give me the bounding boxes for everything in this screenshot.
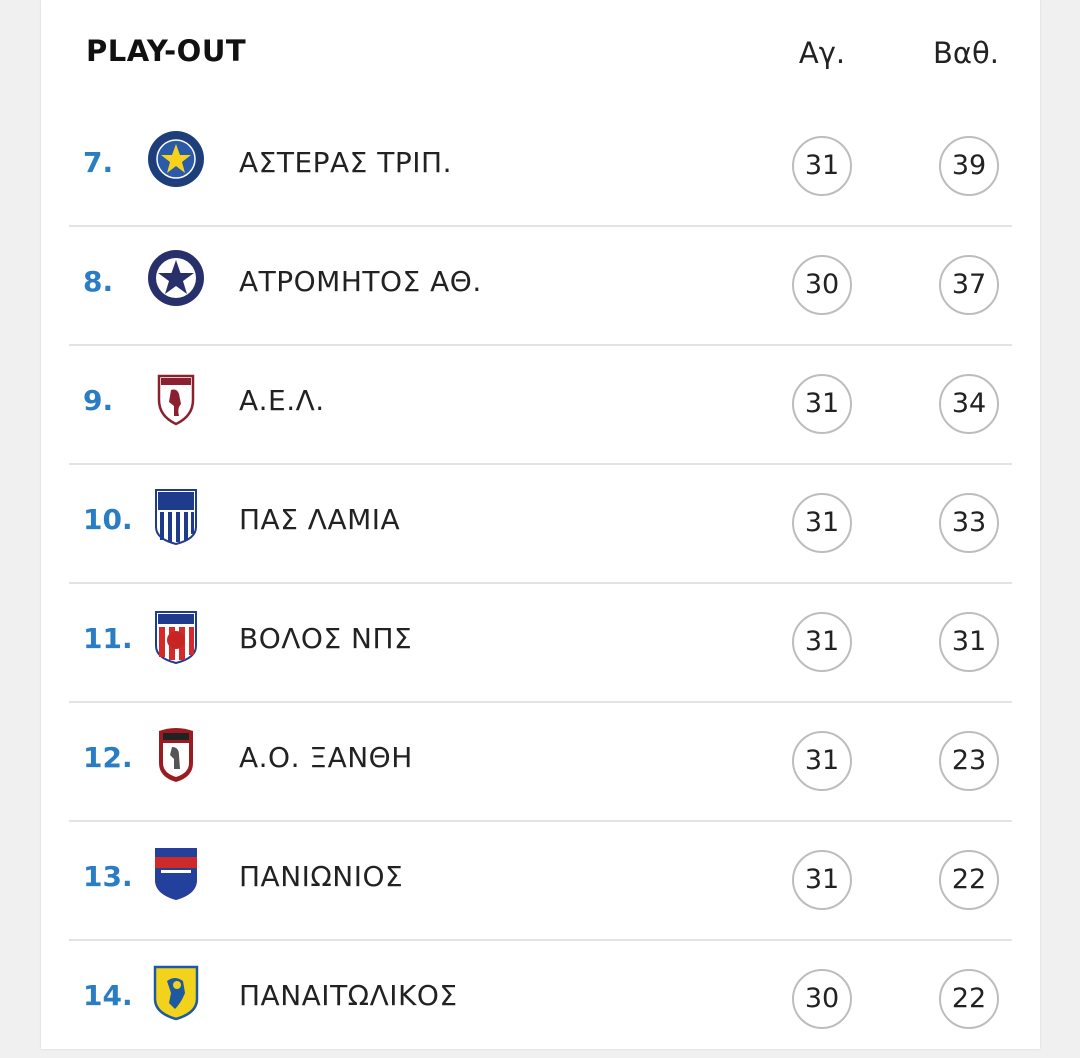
team-points: 37 [939,255,999,315]
team-name: ΑΣΤΕΡΑΣ ΤΡΙΠ. [239,146,452,179]
team-position: 8. [83,265,114,298]
team-row[interactable]: 8. ΑΤΡΟΜΗΤΟΣ ΑΘ. 30 37 [69,227,1012,346]
team-points: 22 [939,969,999,1029]
team-position: 14. [83,979,133,1012]
team-name: ΒΟΛΟΣ ΝΠΣ [239,622,413,655]
ael-logo-icon [147,368,205,426]
team-row[interactable]: 7. ΑΣΤΕΡΑΣ ΤΡΙΠ. 31 39 [69,108,1012,227]
team-name: ΑΤΡΟΜΗΤΟΣ ΑΘ. [239,265,482,298]
team-points: 31 [939,612,999,672]
team-position: 11. [83,622,133,655]
team-points: 22 [939,850,999,910]
games-played: 31 [792,374,852,434]
panionios-logo-icon [147,844,205,902]
panaitolikos-logo-icon [147,963,205,1021]
games-played: 31 [792,731,852,791]
games-played: 31 [792,850,852,910]
team-name: ΠΑΝΙΩΝΙΟΣ [239,860,404,893]
volos-logo-icon [147,606,205,664]
games-played: 30 [792,969,852,1029]
team-name: ΠΑΣ ΛΑΜΙΑ [239,503,401,536]
team-points: 39 [939,136,999,196]
standings-header: PLAY-OUT Αγ. Βαθ. [41,0,1040,108]
team-points: 33 [939,493,999,553]
games-played: 31 [792,136,852,196]
team-row[interactable]: 13. ΠΑΝΙΩΝΙΟΣ 31 22 [69,822,1012,941]
games-played: 31 [792,612,852,672]
team-points: 23 [939,731,999,791]
xanthi-logo-icon [147,725,205,783]
team-name: Α.Ο. ΞΑΝΘΗ [239,741,413,774]
standings-list: 7. ΑΣΤΕΡΑΣ ΤΡΙΠ. 31 39 8. [69,108,1012,1058]
team-row[interactable]: 12. Α.Ο. ΞΑΝΘΗ 31 23 [69,703,1012,822]
team-row[interactable]: 10. ΠΑΣ ΛΑΜΙΑ 31 33 [69,465,1012,584]
team-position: 13. [83,860,133,893]
team-row[interactable]: 11. ΒΟΛΟΣ ΝΠΣ 31 31 [69,584,1012,703]
standings-card: PLAY-OUT Αγ. Βαθ. 7. ΑΣΤΕΡΑΣ ΤΡΙΠ. 31 39… [41,0,1040,1049]
atromitos-logo-icon [147,249,205,307]
group-title: PLAY-OUT [86,34,247,68]
team-name: Α.Ε.Λ. [239,384,325,417]
team-position: 9. [83,384,114,417]
team-position: 7. [83,146,114,179]
asteras-tripolis-logo-icon [147,130,205,188]
points-column-header: Βαθ. [933,36,999,70]
team-points: 34 [939,374,999,434]
team-row[interactable]: 9. Α.Ε.Λ. 31 34 [69,346,1012,465]
team-position: 12. [83,741,133,774]
pas-lamia-logo-icon [147,487,205,545]
team-name: ΠΑΝΑΙΤΩΛΙΚΟΣ [239,979,458,1012]
team-row[interactable]: 14. ΠΑΝΑΙΤΩΛΙΚΟΣ 30 22 [69,941,1012,1058]
games-played: 31 [792,493,852,553]
games-played: 30 [792,255,852,315]
team-position: 10. [83,503,133,536]
games-column-header: Αγ. [798,36,846,70]
